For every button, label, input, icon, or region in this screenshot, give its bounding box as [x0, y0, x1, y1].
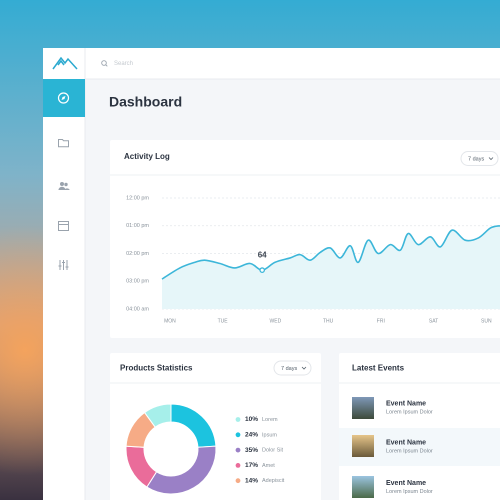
products-card: [110, 353, 321, 500]
compass-needle: [61, 96, 66, 100]
line-series: [161, 224, 500, 280]
nav-files[interactable]: [58, 139, 69, 148]
x-tick-label: SUN: [481, 318, 492, 324]
logo[interactable]: [52, 56, 78, 70]
sidebar: [43, 48, 85, 500]
y-tick-label: 02:00 pm: [126, 251, 149, 257]
event-name[interactable]: Event Name: [386, 439, 426, 446]
legend-swatch: [235, 447, 241, 453]
event-thumbnail[interactable]: [352, 435, 374, 457]
nav-calendar[interactable]: [58, 221, 69, 231]
user-body: [58, 186, 66, 190]
legend-label: Amet: [262, 463, 275, 469]
annotation-point: [259, 267, 266, 273]
legend-value: 14%: [245, 477, 258, 484]
x-tick-label: MON: [164, 318, 176, 324]
y-tick-label: 03:00 pm: [126, 279, 149, 285]
donut-segment: [125, 411, 156, 448]
dropdown-chevron: [301, 366, 307, 370]
event-detail: Lorem Ipsum Dolor: [386, 489, 433, 495]
user-head-2: [64, 182, 68, 187]
nav-settings[interactable]: [58, 260, 69, 270]
user-head: [60, 182, 64, 186]
y-tick-label: 01:00 pm: [126, 223, 149, 229]
legend-label: Ipsum: [262, 432, 277, 438]
search-icon: [101, 60, 107, 66]
legend-value: 10%: [245, 416, 258, 423]
nav-users[interactable]: [58, 182, 70, 190]
x-tick-label: TUE: [218, 318, 229, 324]
event-name[interactable]: Event Name: [386, 480, 426, 487]
card-title: Products Statistics: [120, 364, 193, 373]
card-title: Latest Events: [352, 364, 405, 373]
search-icon-handle: [105, 64, 108, 67]
x-tick-label: THU: [323, 318, 334, 324]
compass-icon: [57, 92, 70, 104]
activity-chart: 04:00 am 03:00 pm 02:00 pm 01:00 pm 12:00 pm…: [126, 195, 500, 324]
legend-label: Dolor Sit: [262, 448, 284, 454]
search-input[interactable]: Search: [114, 61, 133, 67]
x-tick-label: SAT: [429, 318, 438, 324]
dropdown-text: 7 days: [281, 366, 297, 372]
user-body-2: [64, 188, 70, 190]
event-thumbnail[interactable]: [352, 397, 374, 419]
area-fill: [162, 225, 500, 309]
legend-value: 24%: [245, 432, 258, 439]
event-detail: Lorem Ipsum Dolor: [386, 448, 433, 454]
legend-swatch: [235, 463, 241, 468]
legend-swatch: [235, 478, 241, 484]
period-dropdown[interactable]: [460, 151, 499, 166]
card-title: Activity Log: [124, 152, 170, 161]
calendar-frame: [58, 221, 69, 231]
event-detail: Lorem Ipsum Dolor: [386, 409, 433, 415]
dropdown-chevron: [488, 157, 494, 161]
period-dropdown[interactable]: [273, 360, 312, 376]
legend-label: Adepiscit: [262, 478, 285, 484]
y-tick-label: 04:00 am: [126, 306, 149, 312]
legend-swatch: [235, 432, 241, 438]
legend-swatch: [235, 417, 241, 422]
x-tick-label: WED: [270, 318, 282, 324]
top-bar: [43, 48, 500, 79]
legend-value: 35%: [245, 447, 258, 454]
x-tick-label: FRI: [377, 318, 385, 324]
event-name[interactable]: Event Name: [386, 400, 426, 407]
page-title: Dashboard: [109, 94, 182, 110]
dropdown-text: 7 days: [468, 156, 484, 162]
annotation-label: 64: [258, 250, 267, 259]
legend-label: Lorem: [262, 417, 278, 423]
y-tick-label: 12:00 pm: [126, 195, 149, 201]
products-chart: 10% Lorem 24% Ipsum 35% Dolor Sit 17% Amet 14% Ad…: [125, 403, 285, 495]
legend-value: 17%: [245, 462, 258, 469]
event-thumbnail[interactable]: [352, 476, 374, 498]
